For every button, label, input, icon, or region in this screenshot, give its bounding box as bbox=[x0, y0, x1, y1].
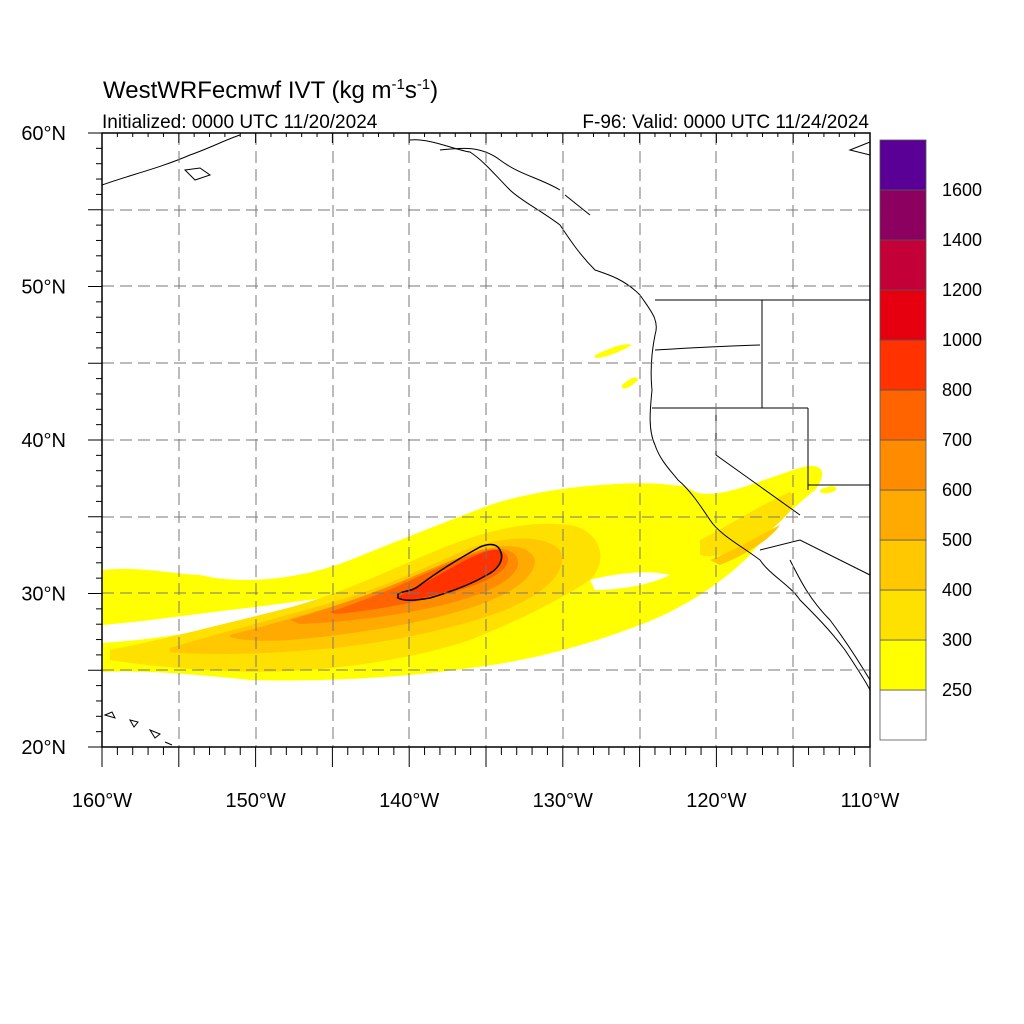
colorbar-swatch bbox=[879, 689, 927, 741]
colorbar-label: 1000 bbox=[942, 330, 982, 350]
graticule bbox=[102, 133, 870, 747]
lat-tick-label: 40°N bbox=[21, 430, 66, 452]
colorbar-swatch bbox=[879, 439, 927, 491]
latitude-labels: 20°N 30°N 40°N 50°N 60°N bbox=[21, 123, 66, 759]
lat-tick-label: 60°N bbox=[21, 123, 66, 145]
longitude-labels: 160°W 150°W 140°W 130°W 120°W 110°W bbox=[72, 790, 900, 812]
coastline-islands bbox=[183, 167, 212, 181]
lat-tick-label: 30°N bbox=[21, 584, 66, 606]
ivt-shading bbox=[102, 466, 823, 681]
colorbar-swatch bbox=[879, 289, 927, 341]
colorbar-swatch bbox=[879, 339, 927, 391]
colorbar-swatch bbox=[879, 239, 927, 291]
colorbar-label: 250 bbox=[942, 680, 972, 700]
ivt-gap-east bbox=[590, 572, 670, 590]
colorbar-label: 400 bbox=[942, 580, 972, 600]
coastline-alaska-west bbox=[101, 134, 241, 186]
colorbar-label: 300 bbox=[942, 630, 972, 650]
ivt-patch bbox=[622, 377, 638, 389]
colorbar: 250 300 400 500 600 700 800 1000 1200 1400 1600 bbox=[879, 139, 982, 741]
colorbar-swatch bbox=[879, 489, 927, 541]
colorbar-label: 800 bbox=[942, 380, 972, 400]
colorbar-label: 1400 bbox=[942, 230, 982, 250]
colorbar-swatch bbox=[879, 139, 927, 191]
colorbar-label: 1200 bbox=[942, 280, 982, 300]
lon-tick-label: 160°W bbox=[72, 790, 132, 812]
border-wa-or bbox=[654, 344, 761, 351]
figure-title: WestWRFecmwf IVT (kg m-1s-1) bbox=[103, 76, 438, 104]
axis-ticks bbox=[88, 132, 871, 767]
ivt-800-region bbox=[395, 549, 503, 600]
border-mexico bbox=[759, 539, 871, 576]
colorbar-swatch bbox=[879, 189, 927, 241]
colorbar-label: 600 bbox=[942, 480, 972, 500]
lat-tick-label: 50°N bbox=[21, 277, 66, 299]
map-boundaries bbox=[101, 134, 871, 746]
coastline-baja bbox=[789, 559, 871, 681]
lon-tick-label: 140°W bbox=[379, 790, 439, 812]
ivt-patch bbox=[660, 485, 690, 495]
colorbar-swatch bbox=[879, 639, 927, 691]
lon-tick-label: 150°W bbox=[225, 790, 285, 812]
border-alaska-canada bbox=[564, 194, 591, 216]
lon-tick-label: 110°W bbox=[841, 790, 900, 812]
ivt-patch bbox=[595, 344, 632, 358]
colorbar-swatch bbox=[879, 389, 927, 441]
colorbar-swatch bbox=[879, 589, 927, 641]
coastline-hawaii bbox=[103, 711, 173, 746]
colorbar-label: 500 bbox=[942, 530, 972, 550]
colorbar-label: 700 bbox=[942, 430, 972, 450]
valid-time: F-96: Valid: 0000 UTC 11/24/2024 bbox=[582, 112, 869, 133]
ivt-coastal-patches bbox=[595, 344, 837, 495]
lon-tick-label: 120°W bbox=[686, 790, 746, 812]
colorbar-label: 1600 bbox=[942, 180, 982, 200]
ivt-1000-contour bbox=[397, 543, 503, 602]
initialized-time: Initialized: 0000 UTC 11/20/2024 bbox=[102, 112, 378, 133]
ivt-patch bbox=[820, 486, 837, 494]
lat-tick-label: 20°N bbox=[21, 737, 66, 759]
lon-tick-label: 130°W bbox=[533, 790, 593, 812]
coastline-yukon bbox=[439, 147, 561, 191]
map-panel bbox=[88, 132, 871, 767]
colorbar-swatch bbox=[879, 539, 927, 591]
